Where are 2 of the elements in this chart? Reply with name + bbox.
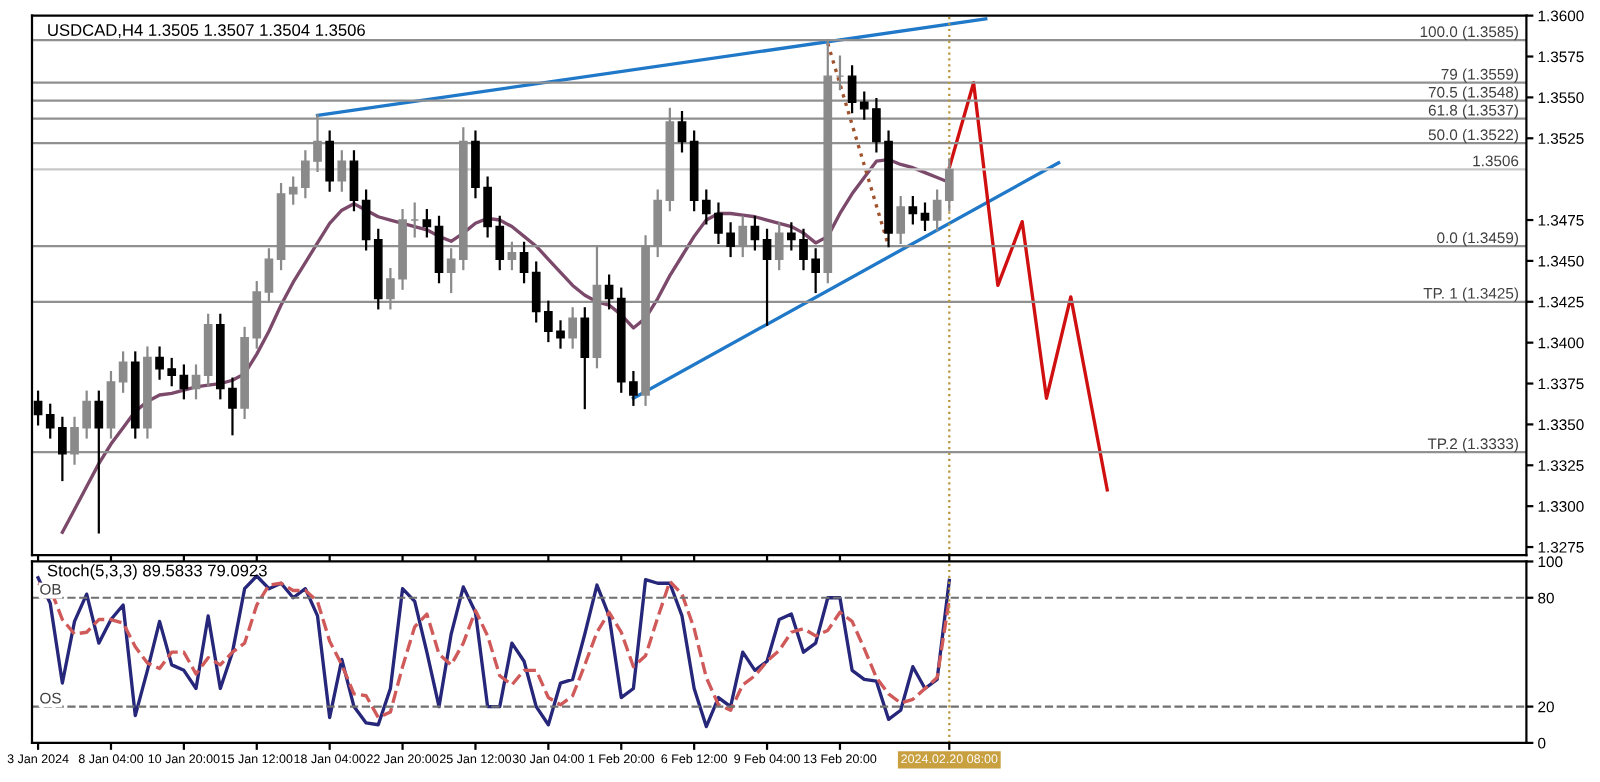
chart-title: USDCAD,H4 1.3505 1.3507 1.3504 1.3506 [48,24,365,38]
chart-title: Stoch(5,3,3) 89.5833 79.0923 [47,564,267,580]
